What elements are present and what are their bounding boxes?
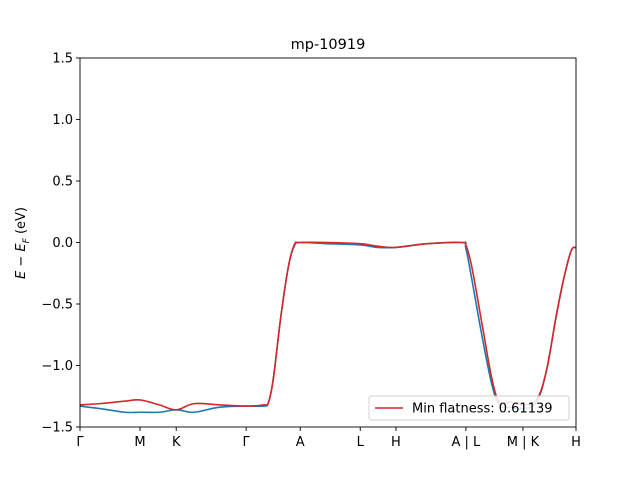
x-tick-label: M | K: [507, 435, 540, 450]
x-tick-label: A | L: [451, 435, 481, 450]
y-axis-label-prefix: E: [14, 270, 29, 279]
x-tick-label: H: [391, 435, 401, 450]
y-axis-label-op: −: [14, 252, 29, 271]
y-tick-label: 0.5: [52, 175, 73, 190]
y-tick-label: −0.5: [41, 298, 73, 313]
x-tick-label: H: [571, 435, 581, 450]
x-tick-label: K: [172, 435, 181, 450]
y-axis-label-suffix: (eV): [14, 207, 29, 238]
y-tick-label: 1.5: [52, 52, 73, 67]
x-tick-label: Γ: [76, 435, 84, 450]
y-axis-label: E − EF (eV): [14, 207, 32, 279]
legend: Min flatness: 0.61139: [368, 395, 570, 421]
chart-title: mp-10919: [291, 37, 366, 53]
legend-label: Min flatness: 0.61139: [412, 402, 553, 417]
x-tick-label: A: [296, 435, 305, 450]
y-tick-label: 1.0: [52, 113, 73, 128]
x-tick-label: L: [357, 435, 365, 450]
y-axis-label-sub: F: [22, 237, 32, 243]
y-tick-label: 0.0: [52, 236, 73, 251]
x-tick-label: Γ: [243, 435, 251, 450]
legend-box: [368, 395, 570, 421]
y-tick-label: −1.5: [41, 421, 73, 436]
x-tick-label: M: [134, 435, 145, 450]
y-axis-label-var: E: [14, 243, 29, 252]
y-tick-label: −1.0: [41, 359, 73, 374]
